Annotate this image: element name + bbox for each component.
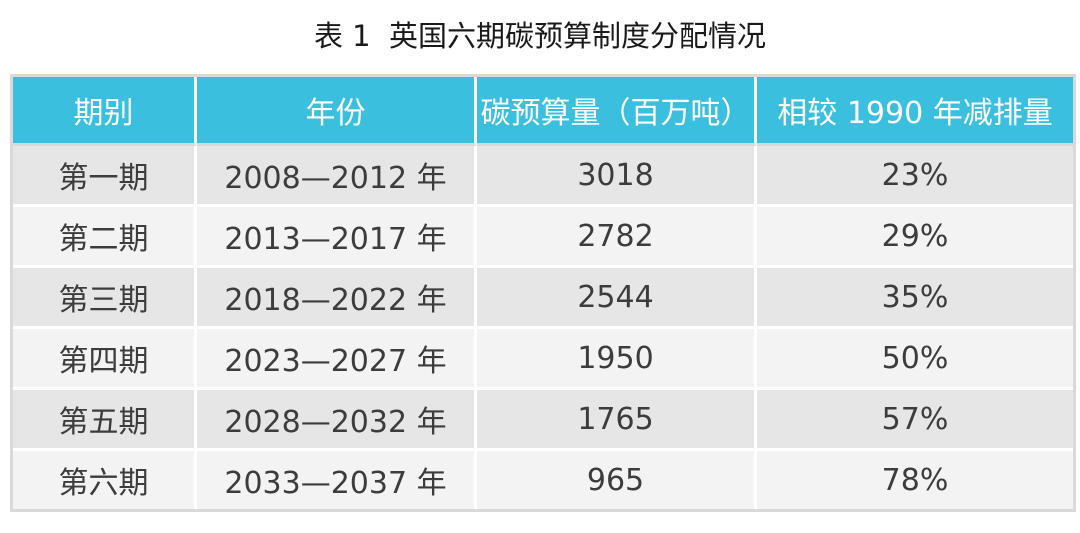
- cell-years: 2033—2037 年: [197, 451, 477, 509]
- header-reduction: 相较 1990 年减排量: [757, 77, 1073, 146]
- cell-budget: 2544: [477, 268, 757, 329]
- table-row: 第六期 2033—2037 年 965 78%: [13, 451, 1073, 509]
- cell-period: 第五期: [13, 390, 197, 451]
- cell-reduction: 78%: [757, 451, 1073, 509]
- cell-budget: 1765: [477, 390, 757, 451]
- cell-years: 2008—2012 年: [197, 146, 477, 207]
- cell-reduction: 29%: [757, 207, 1073, 268]
- table-row: 第四期 2023—2027 年 1950 50%: [13, 329, 1073, 390]
- header-budget: 碳预算量（百万吨）: [477, 77, 757, 146]
- table-header-row: 期别 年份 碳预算量（百万吨） 相较 1990 年减排量: [13, 77, 1073, 146]
- cell-budget: 1950: [477, 329, 757, 390]
- table-row: 第五期 2028—2032 年 1765 57%: [13, 390, 1073, 451]
- cell-years: 2018—2022 年: [197, 268, 477, 329]
- cell-budget: 965: [477, 451, 757, 509]
- cell-period: 第一期: [13, 146, 197, 207]
- cell-period: 第三期: [13, 268, 197, 329]
- cell-period: 第四期: [13, 329, 197, 390]
- cell-reduction: 57%: [757, 390, 1073, 451]
- cell-years: 2028—2032 年: [197, 390, 477, 451]
- cell-years: 2023—2027 年: [197, 329, 477, 390]
- table-row: 第二期 2013—2017 年 2782 29%: [13, 207, 1073, 268]
- table-caption: 表 1 英国六期碳预算制度分配情况: [313, 19, 767, 53]
- header-years: 年份: [197, 77, 477, 146]
- cell-period: 第二期: [13, 207, 197, 268]
- table-row: 第一期 2008—2012 年 3018 23%: [13, 146, 1073, 207]
- cell-reduction: 50%: [757, 329, 1073, 390]
- cell-years: 2013—2017 年: [197, 207, 477, 268]
- cell-budget: 2782: [477, 207, 757, 268]
- cell-budget: 3018: [477, 146, 757, 207]
- carbon-budget-table: 期别 年份 碳预算量（百万吨） 相较 1990 年减排量 第一期 2008—20…: [10, 74, 1076, 512]
- header-period: 期别: [13, 77, 197, 146]
- cell-reduction: 35%: [757, 268, 1073, 329]
- table-row: 第三期 2018—2022 年 2544 35%: [13, 268, 1073, 329]
- cell-reduction: 23%: [757, 146, 1073, 207]
- cell-period: 第六期: [13, 451, 197, 509]
